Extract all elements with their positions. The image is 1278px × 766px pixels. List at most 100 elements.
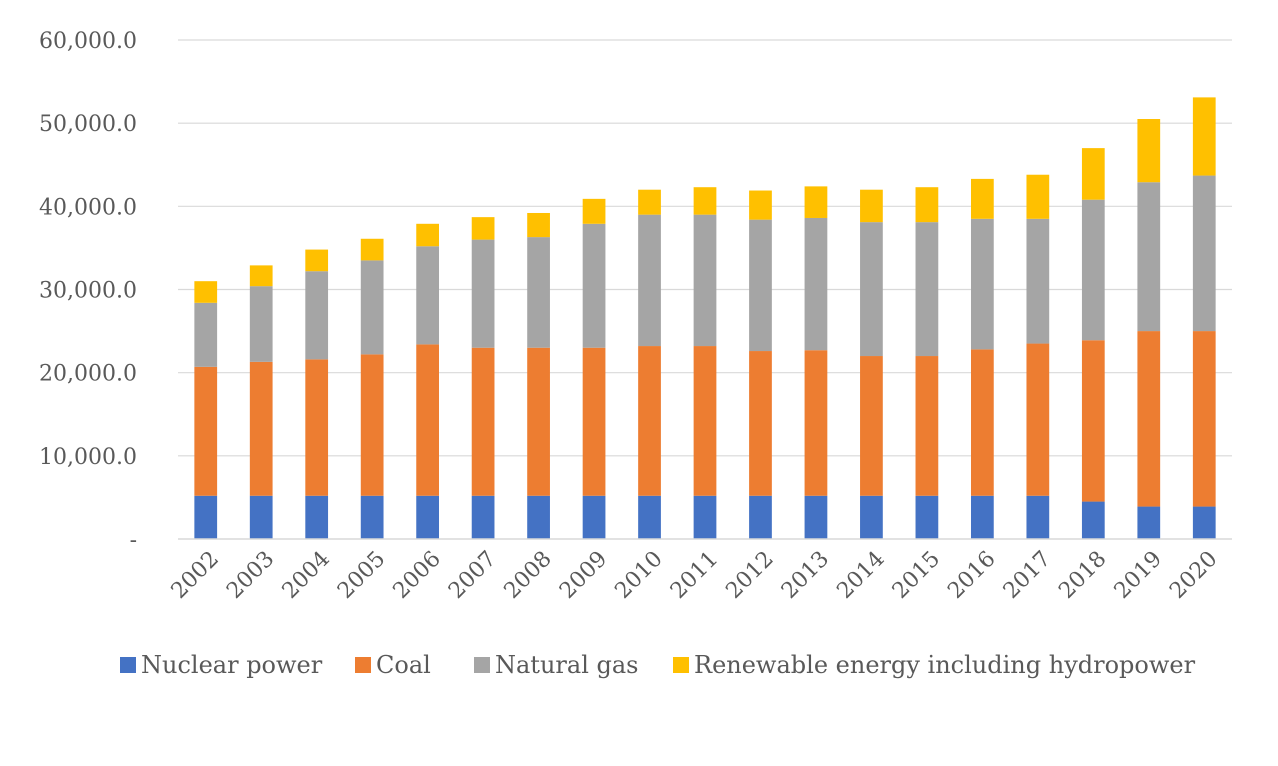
x-tick-label: 2004 [278, 547, 335, 604]
bar-segment-natural-gas-2002 [194, 302, 218, 367]
bar-segment-nuclear-power-2019 [1137, 506, 1161, 539]
bar-segment-coal-2011 [693, 346, 717, 496]
x-tick-label: 2017 [999, 547, 1056, 604]
bar-segment-natural-gas-2003 [249, 286, 273, 362]
bar-segment-natural-gas-2011 [693, 214, 717, 347]
x-tick-label: 2009 [555, 547, 612, 604]
bar-segment-renewable-energy-including-hydropower-2020 [1192, 97, 1216, 176]
bar-segment-coal-2013 [804, 350, 828, 496]
x-tick-label: 2003 [222, 547, 279, 604]
bar-segment-coal-2016 [970, 349, 994, 496]
bar-segment-nuclear-power-2006 [416, 495, 440, 539]
bar-segment-coal-2002 [194, 366, 218, 496]
x-tick-label: 2019 [1110, 547, 1167, 604]
bars [194, 97, 1216, 539]
bar-segment-renewable-energy-including-hydropower-2017 [1026, 174, 1050, 219]
bar-segment-renewable-energy-including-hydropower-2009 [582, 198, 606, 224]
bar-segment-nuclear-power-2005 [360, 495, 384, 539]
y-tick-label: 50,000.0 [39, 112, 137, 137]
bar-segment-natural-gas-2009 [582, 223, 606, 348]
bar-segment-coal-2004 [305, 359, 329, 496]
legend-swatch-nuclear-power [120, 657, 136, 673]
x-tick-label: 2020 [1165, 547, 1222, 604]
bar-segment-natural-gas-2020 [1192, 175, 1216, 332]
bar-segment-natural-gas-2019 [1137, 182, 1161, 332]
bar-segment-natural-gas-2013 [804, 217, 828, 351]
y-tick-label: 60,000.0 [39, 29, 137, 54]
bar-segment-natural-gas-2005 [360, 260, 384, 355]
bar-segment-nuclear-power-2002 [194, 495, 218, 539]
bar-segment-nuclear-power-2009 [582, 495, 606, 539]
legend-label: Renewable energy including hydropower [694, 651, 1196, 679]
bar-segment-coal-2017 [1026, 343, 1050, 496]
legend-swatch-renewable-energy-including-hydropower [673, 657, 689, 673]
y-axis-tick-labels: - 10,000.0 20,000.0 30,000.0 40,000.0 50,000.… [39, 29, 137, 553]
bar-segment-renewable-energy-including-hydropower-2014 [860, 189, 883, 223]
bar-segment-nuclear-power-2015 [915, 495, 939, 539]
y-tick-label: 30,000.0 [39, 279, 137, 304]
bar-segment-coal-2003 [249, 361, 273, 496]
x-tick-label: 2010 [610, 547, 667, 604]
bar-segment-natural-gas-2006 [416, 246, 440, 345]
bar-segment-nuclear-power-2011 [693, 495, 717, 539]
bar-segment-nuclear-power-2018 [1081, 501, 1105, 539]
bar-segment-coal-2008 [527, 347, 550, 496]
bar-segment-renewable-energy-including-hydropower-2012 [749, 190, 772, 220]
x-tick-label: 2016 [943, 547, 1000, 604]
bar-segment-renewable-energy-including-hydropower-2013 [804, 186, 828, 218]
x-tick-label: 2006 [389, 547, 446, 604]
bar-segment-renewable-energy-including-hydropower-2018 [1081, 148, 1105, 200]
bar-segment-renewable-energy-including-hydropower-2010 [638, 189, 661, 215]
bar-segment-coal-2010 [638, 346, 661, 496]
y-tick-label: 20,000.0 [39, 362, 137, 387]
bar-segment-renewable-energy-including-hydropower-2006 [416, 223, 440, 247]
bar-segment-renewable-energy-including-hydropower-2016 [970, 178, 994, 219]
x-tick-label: 2002 [167, 547, 224, 604]
y-tick-label: - [130, 528, 137, 553]
bar-segment-renewable-energy-including-hydropower-2005 [360, 238, 384, 261]
bar-segment-natural-gas-2012 [749, 219, 772, 352]
bar-segment-nuclear-power-2020 [1192, 506, 1216, 539]
bar-segment-natural-gas-2007 [471, 239, 495, 348]
bar-segment-renewable-energy-including-hydropower-2007 [471, 217, 495, 240]
bar-segment-renewable-energy-including-hydropower-2004 [305, 249, 329, 272]
bar-segment-renewable-energy-including-hydropower-2019 [1137, 119, 1161, 183]
bar-segment-coal-2005 [360, 354, 384, 496]
bar-segment-coal-2019 [1137, 331, 1161, 507]
bar-segment-nuclear-power-2007 [471, 495, 495, 539]
bar-segment-nuclear-power-2014 [860, 495, 883, 539]
bar-segment-coal-2007 [471, 347, 495, 496]
bar-segment-renewable-energy-including-hydropower-2003 [249, 265, 273, 287]
bar-segment-nuclear-power-2016 [970, 495, 994, 539]
bar-segment-natural-gas-2015 [915, 222, 939, 357]
bar-segment-nuclear-power-2013 [804, 495, 828, 539]
x-tick-label: 2005 [333, 547, 390, 604]
bar-segment-natural-gas-2018 [1081, 199, 1105, 341]
bar-segment-nuclear-power-2012 [749, 495, 772, 539]
bar-segment-coal-2009 [582, 347, 606, 496]
bar-segment-renewable-energy-including-hydropower-2011 [693, 187, 717, 215]
x-tick-label: 2007 [444, 547, 501, 604]
bar-segment-nuclear-power-2017 [1026, 495, 1050, 539]
bar-segment-renewable-energy-including-hydropower-2008 [527, 212, 550, 238]
x-tick-label: 2015 [888, 547, 945, 604]
bar-segment-natural-gas-2010 [638, 214, 661, 347]
legend: Nuclear power Coal Natural gas Renewable en… [120, 651, 1196, 679]
bar-segment-natural-gas-2017 [1026, 218, 1050, 344]
y-tick-label: 10,000.0 [39, 445, 137, 470]
legend-swatch-coal [355, 657, 371, 673]
bar-segment-coal-2015 [915, 356, 939, 496]
bar-segment-nuclear-power-2004 [305, 495, 329, 539]
legend-swatch-natural-gas [474, 657, 490, 673]
bar-segment-renewable-energy-including-hydropower-2002 [194, 281, 218, 303]
bar-segment-coal-2014 [860, 356, 883, 496]
x-tick-label: 2012 [721, 547, 778, 604]
legend-label: Coal [376, 651, 431, 679]
x-tick-label: 2018 [1054, 547, 1111, 604]
bar-segment-natural-gas-2008 [527, 237, 550, 348]
x-tick-label: 2013 [777, 547, 834, 604]
bar-segment-nuclear-power-2008 [527, 495, 550, 539]
x-tick-label: 2008 [500, 547, 557, 604]
bar-segment-natural-gas-2016 [970, 218, 994, 350]
